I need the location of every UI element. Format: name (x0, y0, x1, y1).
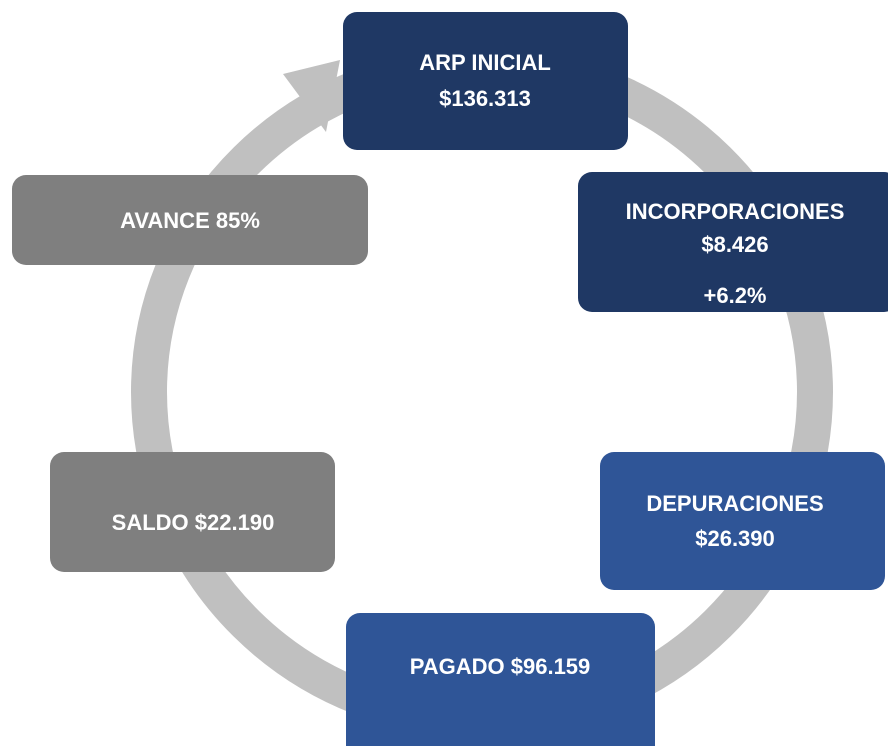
node-value: $136.313 (439, 86, 531, 111)
node-box (12, 175, 368, 265)
node: AVANCE 85% (12, 175, 368, 265)
node-label: AVANCE 85% (120, 208, 260, 233)
node-box (346, 613, 655, 746)
node-box (343, 12, 628, 150)
node-value: $26.390 (695, 526, 775, 551)
node-label: SALDO $22.190 (112, 510, 275, 535)
node: INCORPORACIONES $8.426 +6.2% (578, 172, 888, 312)
node-value: $8.426 (701, 232, 768, 257)
node-label: PAGADO $96.159 (410, 654, 591, 679)
node-label: ARP INICIAL (419, 50, 551, 75)
node: ARP INICIAL $136.313 (343, 12, 628, 150)
node-label: INCORPORACIONES (626, 199, 845, 224)
node: DEPURACIONES $26.390 (600, 452, 885, 590)
node: SALDO $22.190 (50, 452, 335, 572)
node-change: +6.2% (704, 283, 767, 308)
node: PAGADO $96.159 (346, 613, 655, 746)
cycle-arrowhead (283, 60, 340, 132)
node-box (600, 452, 885, 590)
node-box (578, 172, 888, 312)
node-label: DEPURACIONES (646, 491, 823, 516)
node-box (50, 452, 335, 572)
